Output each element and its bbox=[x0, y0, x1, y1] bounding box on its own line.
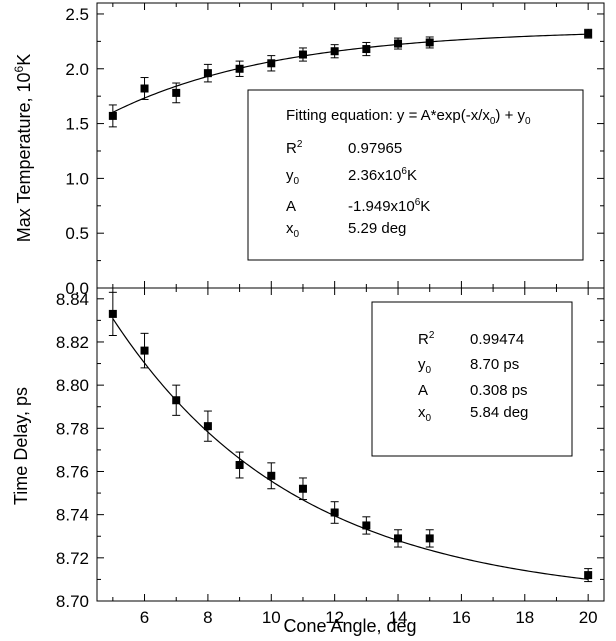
bottom-legend-r2-value: 0.99474 bbox=[470, 331, 524, 348]
bottom-data-point bbox=[298, 484, 307, 493]
bottom-chart: 8.70 8.72 8.74 8.76 8.78 8.80 8.82 8.84 6 8 10 12 14… bbox=[11, 287, 605, 636]
bottom-y-tick-label: 8.74 bbox=[56, 506, 89, 525]
bottom-data-point bbox=[172, 396, 181, 405]
top-data-point bbox=[267, 59, 276, 68]
bottom-legend-box bbox=[371, 301, 573, 457]
top-fit-curve bbox=[112, 33, 589, 113]
bottom-y-tick-label: 8.78 bbox=[56, 419, 89, 438]
bottom-legend-a-value: 0.308 ps bbox=[470, 382, 528, 399]
bottom-y-tick-label: 8.82 bbox=[56, 333, 89, 352]
bottom-y-tick-label: 8.70 bbox=[56, 592, 89, 611]
bottom-data-point bbox=[584, 571, 593, 580]
top-data-point bbox=[203, 69, 212, 78]
top-legend-title: Fitting equation: y = A*exp(-x/x0) + y0 bbox=[286, 107, 531, 127]
x-tick-label: 12 bbox=[325, 608, 344, 627]
top-data-point bbox=[394, 39, 403, 48]
bottom-data-point bbox=[108, 309, 117, 318]
top-legend-y0-label: y0 bbox=[286, 167, 300, 187]
top-data-point bbox=[140, 84, 149, 93]
bottom-legend-y0-value: 8.70 ps bbox=[470, 356, 519, 373]
top-legend-a-label: A bbox=[286, 198, 296, 215]
top-data-point bbox=[425, 38, 434, 47]
top-y-tick-label: 0.5 bbox=[65, 224, 89, 243]
bottom-data-point bbox=[267, 471, 276, 480]
x-axis-label: Cone Angle, deg bbox=[283, 616, 416, 636]
bottom-data-point bbox=[394, 534, 403, 543]
bottom-legend-y0-label: y0 bbox=[418, 356, 432, 376]
top-legend-r2-value: 0.97965 bbox=[348, 140, 402, 157]
top-data-point bbox=[584, 29, 593, 38]
top-data-point bbox=[172, 88, 181, 97]
x-tick-label: 20 bbox=[579, 608, 598, 627]
top-legend-r2-label: R2 bbox=[286, 139, 303, 157]
bottom-legend-x0-label: x0 bbox=[418, 404, 432, 424]
bottom-y-tick-label: 8.84 bbox=[56, 290, 89, 309]
top-y-tick-label: 1.0 bbox=[65, 169, 89, 188]
bottom-legend: R2 0.99474 y0 8.70 ps A 0.308 ps x0 5.84… bbox=[371, 301, 573, 457]
bottom-legend-x0-value: 5.84 deg bbox=[470, 404, 528, 421]
top-data-point bbox=[330, 47, 339, 56]
top-data-point bbox=[235, 64, 244, 73]
bottom-fit-curve bbox=[112, 318, 589, 580]
x-tick-label: 14 bbox=[389, 608, 408, 627]
top-legend-x0-value: 5.29 deg bbox=[348, 220, 406, 237]
top-legend-box bbox=[247, 89, 584, 261]
top-y-tick-label: 2.5 bbox=[65, 5, 89, 24]
x-tick-label: 18 bbox=[515, 608, 534, 627]
x-tick-label: 8 bbox=[203, 608, 212, 627]
bottom-y-tick-label: 8.80 bbox=[56, 376, 89, 395]
top-legend-x0-label: x0 bbox=[286, 220, 300, 240]
x-tick-label: 16 bbox=[452, 608, 471, 627]
top-y-tick-label: 0.0 bbox=[65, 279, 89, 298]
bottom-y-tick-label: 8.72 bbox=[56, 549, 89, 568]
top-chart: 0.0 0.5 1.0 1.5 2.0 2.5 Max Temperature, 106K… bbox=[12, 2, 605, 298]
top-y-tick-label: 2.0 bbox=[65, 60, 89, 79]
bottom-data-point bbox=[203, 422, 212, 431]
bottom-data-point bbox=[362, 521, 371, 530]
top-legend-a-value: -1.949x106K bbox=[348, 197, 430, 215]
bottom-data-point bbox=[140, 346, 149, 355]
top-legend: Fitting equation: y = A*exp(-x/x0) + y0 … bbox=[247, 89, 584, 261]
bottom-legend-r2-label: R2 bbox=[418, 330, 435, 348]
top-y-tick-label: 1.5 bbox=[65, 115, 89, 134]
top-data-point bbox=[362, 45, 371, 54]
bottom-legend-a-label: A bbox=[418, 382, 428, 399]
top-legend-y0-value: 2.36x106K bbox=[348, 166, 417, 184]
bottom-plot-frame bbox=[96, 287, 605, 602]
bottom-y-axis-label: Time Delay, ps bbox=[11, 387, 31, 505]
top-y-axis-label: Max Temperature, 106K bbox=[12, 54, 34, 242]
bottom-data-point bbox=[235, 461, 244, 470]
x-tick-label: 10 bbox=[262, 608, 281, 627]
bottom-data-point bbox=[425, 534, 434, 543]
top-data-point bbox=[298, 50, 307, 59]
bottom-data-point bbox=[330, 508, 339, 517]
x-tick-label: 6 bbox=[140, 608, 149, 627]
bottom-y-tick-label: 8.76 bbox=[56, 462, 89, 481]
top-data-point bbox=[108, 111, 117, 120]
